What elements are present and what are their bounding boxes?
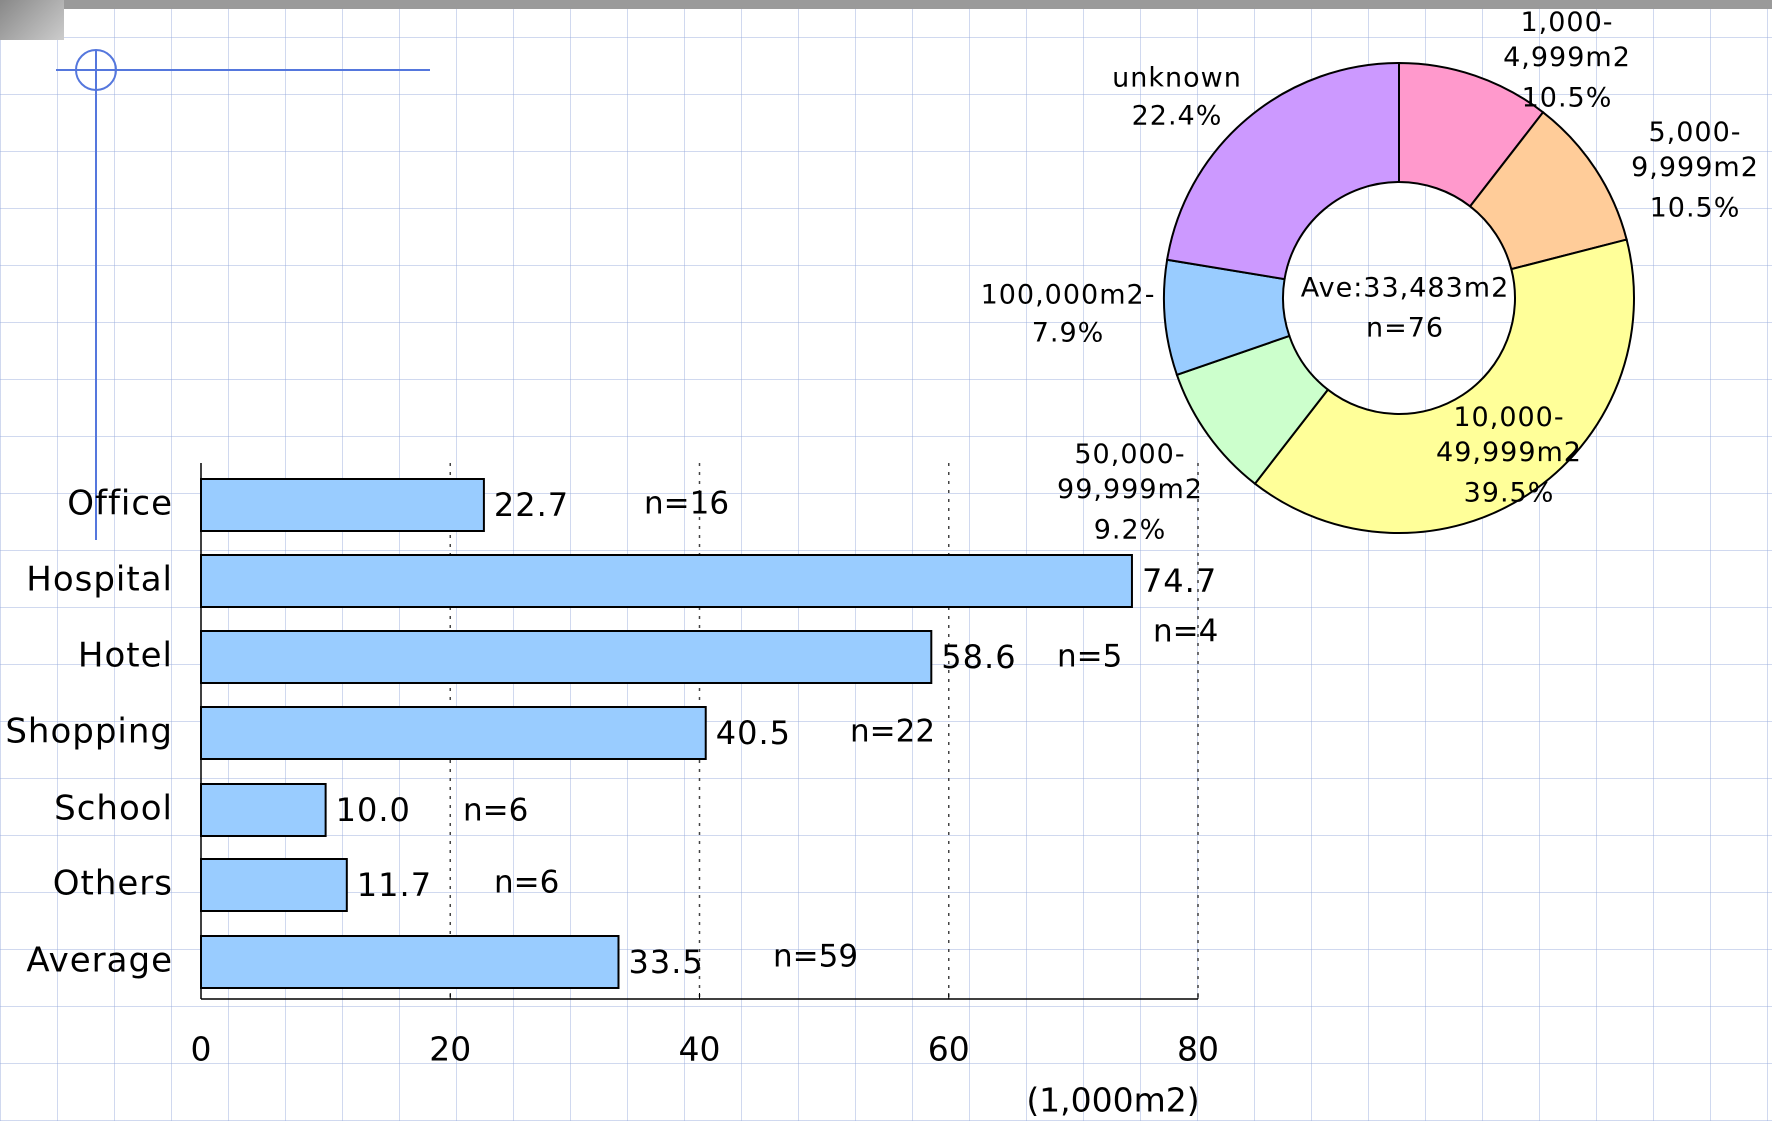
category-label: Average bbox=[26, 941, 173, 981]
value-label: 74.7 bbox=[1142, 562, 1217, 600]
n-label: n=6 bbox=[494, 865, 559, 901]
category-label: Office bbox=[67, 484, 173, 524]
value-label: 33.5 bbox=[628, 943, 703, 981]
segment-value-label: 22.4% bbox=[1131, 100, 1223, 132]
category-label: Others bbox=[53, 864, 173, 904]
bar bbox=[200, 478, 485, 532]
donut-segment bbox=[1165, 61, 1400, 281]
bar bbox=[200, 706, 707, 760]
bar bbox=[200, 858, 348, 912]
segment-value-label: 9.2% bbox=[1093, 514, 1167, 546]
center-label: Ave:33,483m2 bbox=[1300, 272, 1510, 304]
category-label: Shopping bbox=[5, 712, 173, 752]
bar bbox=[200, 554, 1133, 608]
n-label: n=16 bbox=[644, 486, 729, 522]
segment-label: unknown bbox=[1112, 62, 1242, 94]
x-tick-label: 20 bbox=[429, 1030, 471, 1069]
n-label: n=22 bbox=[850, 714, 935, 750]
thumbnail bbox=[0, 0, 64, 40]
segment-value-label: 39.5% bbox=[1463, 477, 1555, 509]
segment-label: 50,000- 99,999m2 bbox=[1057, 438, 1203, 505]
x-tick-label: 40 bbox=[679, 1030, 721, 1069]
category-label: Hotel bbox=[78, 636, 173, 676]
bar bbox=[200, 935, 620, 989]
segment-value-label: 7.9% bbox=[1031, 317, 1105, 349]
x-tick-label: 60 bbox=[928, 1030, 970, 1069]
value-label: 22.7 bbox=[494, 486, 569, 524]
category-label: Hospital bbox=[26, 560, 173, 600]
x-axis-label: (1,000m2) bbox=[1026, 1081, 1199, 1120]
category-label: School bbox=[54, 789, 173, 829]
value-label: 10.0 bbox=[336, 791, 411, 829]
x-tick-label: 80 bbox=[1177, 1030, 1219, 1069]
segment-label: 100,000m2- bbox=[980, 279, 1156, 311]
bar bbox=[200, 783, 327, 837]
segment-label: 1,000- 4,999m2 bbox=[1503, 6, 1631, 73]
value-label: 58.6 bbox=[941, 638, 1016, 676]
crosshair-decoration bbox=[56, 49, 430, 540]
value-label: 40.5 bbox=[716, 714, 791, 752]
segment-label: 10,000- 49,999m2 bbox=[1436, 401, 1582, 468]
value-label: 11.7 bbox=[357, 866, 432, 904]
n-label: n=59 bbox=[773, 939, 858, 975]
center-label: n=76 bbox=[1365, 312, 1445, 344]
n-label: n=6 bbox=[463, 793, 528, 829]
donut-segment bbox=[1253, 238, 1635, 534]
x-tick-label: 0 bbox=[191, 1030, 212, 1069]
bar bbox=[200, 630, 933, 684]
segment-label: 5,000- 9,999m2 bbox=[1631, 116, 1759, 183]
segment-value-label: 10.5% bbox=[1649, 192, 1741, 224]
segment-value-label: 10.5% bbox=[1521, 82, 1613, 114]
top-bar bbox=[0, 0, 1772, 9]
n-label: n=4 bbox=[1153, 614, 1218, 650]
n-label: n=5 bbox=[1057, 639, 1122, 675]
